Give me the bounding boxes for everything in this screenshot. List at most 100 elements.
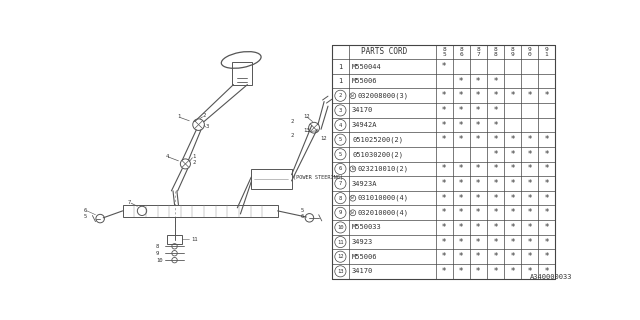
Text: M550044: M550044 (352, 63, 382, 69)
Text: *: * (476, 106, 481, 115)
Text: *: * (476, 267, 481, 276)
Text: *: * (527, 194, 532, 203)
Text: 8: 8 (339, 196, 342, 201)
Text: *: * (527, 267, 532, 276)
Text: 2: 2 (291, 133, 294, 138)
Text: *: * (545, 194, 548, 203)
Text: *: * (476, 208, 481, 217)
Text: *: * (493, 164, 497, 173)
Text: *: * (476, 121, 481, 130)
Text: 2: 2 (193, 160, 196, 165)
Text: *: * (510, 237, 515, 247)
Text: M55006: M55006 (352, 78, 378, 84)
Text: 8: 8 (493, 52, 497, 57)
Text: 2: 2 (291, 119, 294, 124)
Text: W: W (351, 196, 354, 200)
Text: *: * (510, 91, 515, 100)
Text: A340000033: A340000033 (530, 274, 572, 280)
Text: *: * (476, 179, 481, 188)
Text: *: * (476, 237, 481, 247)
Bar (332, 44, 555, 279)
Text: *: * (527, 223, 532, 232)
Text: 7: 7 (476, 52, 480, 57)
Text: *: * (510, 164, 515, 173)
Text: 4: 4 (165, 154, 168, 159)
Text: *: * (476, 252, 481, 261)
Text: *: * (510, 194, 515, 203)
Text: 9: 9 (156, 251, 159, 256)
Text: 11: 11 (337, 240, 344, 244)
Text: 12: 12 (303, 115, 310, 119)
Text: 3: 3 (205, 124, 209, 130)
Text: *: * (510, 179, 515, 188)
Text: *: * (442, 91, 446, 100)
Text: *: * (493, 106, 497, 115)
Text: 8: 8 (460, 47, 463, 52)
Text: 031010000(4): 031010000(4) (358, 195, 408, 201)
Text: *: * (459, 208, 463, 217)
Text: *: * (545, 267, 548, 276)
Text: *: * (527, 164, 532, 173)
Text: *: * (476, 223, 481, 232)
Bar (252, 169, 292, 189)
Text: 8: 8 (156, 244, 159, 249)
Text: *: * (476, 135, 481, 144)
Text: *: * (527, 179, 532, 188)
Text: *: * (459, 223, 463, 232)
Text: *: * (442, 223, 446, 232)
Text: 032008000(3): 032008000(3) (358, 92, 408, 99)
Text: *: * (459, 135, 463, 144)
Text: *: * (545, 223, 548, 232)
Text: *: * (459, 121, 463, 130)
Text: 8: 8 (511, 47, 515, 52)
Text: *: * (459, 252, 463, 261)
Text: *: * (510, 223, 515, 232)
Text: *: * (442, 179, 446, 188)
Text: 8: 8 (476, 47, 480, 52)
Text: 7: 7 (128, 200, 131, 205)
Bar (123, 205, 278, 217)
Text: *: * (442, 62, 446, 71)
Text: *: * (545, 252, 548, 261)
Text: 34170: 34170 (352, 108, 373, 113)
Text: 9: 9 (339, 210, 342, 215)
Text: *: * (476, 194, 481, 203)
Text: *: * (493, 208, 497, 217)
Text: 9: 9 (545, 47, 548, 52)
Text: 0: 0 (527, 52, 531, 57)
Text: *: * (459, 179, 463, 188)
Text: *: * (459, 164, 463, 173)
Text: 12: 12 (337, 254, 344, 259)
Text: (POWER STEERING): (POWER STEERING) (293, 174, 343, 180)
Text: *: * (459, 106, 463, 115)
Text: 7: 7 (339, 181, 342, 186)
Text: *: * (442, 252, 446, 261)
Text: 34170: 34170 (352, 268, 373, 274)
Text: 1: 1 (339, 63, 342, 69)
Text: W: W (351, 94, 354, 98)
Text: *: * (459, 267, 463, 276)
Text: 11: 11 (191, 237, 197, 242)
Text: *: * (493, 267, 497, 276)
Text: *: * (476, 164, 481, 173)
Text: 3: 3 (339, 108, 342, 113)
Text: *: * (545, 208, 548, 217)
Text: 5: 5 (301, 208, 304, 212)
Text: 13: 13 (337, 269, 344, 274)
Text: *: * (510, 150, 515, 159)
Text: 13: 13 (303, 128, 310, 133)
Text: *: * (527, 150, 532, 159)
Text: M550033: M550033 (352, 224, 382, 230)
Text: 1: 1 (339, 78, 342, 84)
Text: 6: 6 (460, 52, 463, 57)
Text: *: * (510, 208, 515, 217)
Text: 1: 1 (178, 115, 181, 119)
Text: *: * (459, 237, 463, 247)
Text: *: * (459, 76, 463, 86)
Text: *: * (545, 91, 548, 100)
Text: *: * (493, 150, 497, 159)
Text: 051030200(2): 051030200(2) (352, 151, 403, 157)
Text: 032010000(4): 032010000(4) (358, 210, 408, 216)
Text: *: * (459, 91, 463, 100)
Text: 10: 10 (337, 225, 344, 230)
